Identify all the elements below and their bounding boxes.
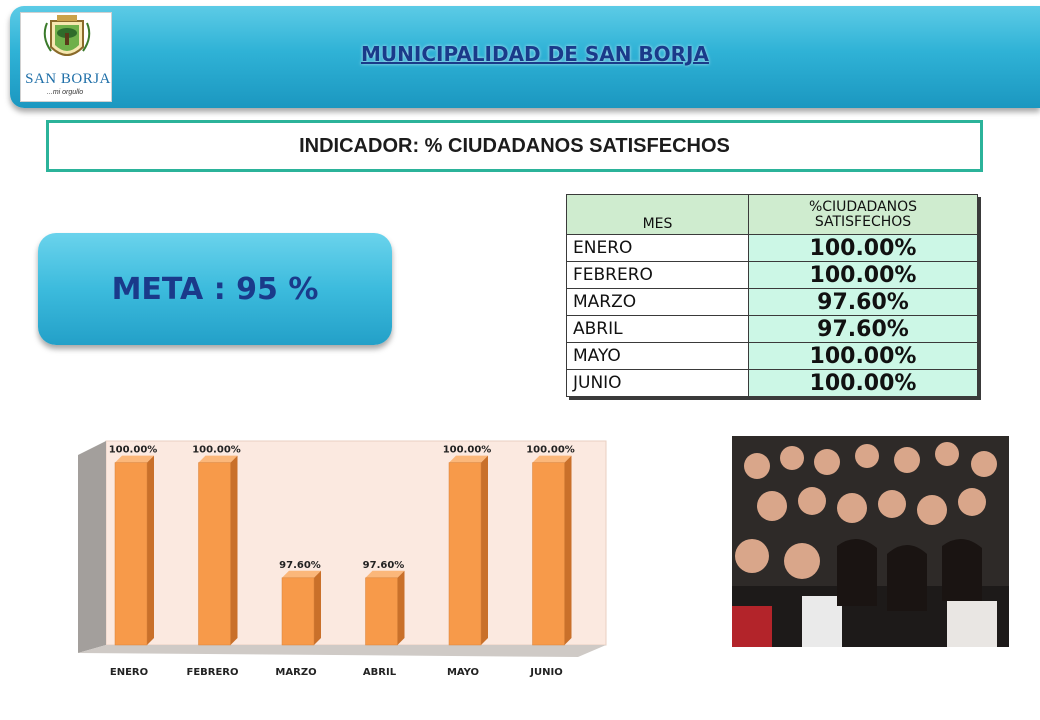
bar-chart-svg: 100.00% ENERO 100.00% FEBRERO 97.60% MARZO 97.… xyxy=(78,440,607,678)
crowd-photo xyxy=(732,436,1009,647)
bar xyxy=(365,577,398,646)
table-cell-mes: ABRIL xyxy=(566,315,749,343)
table-row: MARZO 97.60% xyxy=(566,288,978,316)
table-cell-valor: 97.60% xyxy=(748,288,978,316)
indicator-text: INDICADOR: % CIUDADANOS SATISFECHOS xyxy=(299,134,730,157)
table-row: ABRIL 97.60% xyxy=(566,315,978,343)
table-cell-mes: MAYO xyxy=(566,342,749,370)
data-label: 100.00% xyxy=(443,445,492,456)
table-row: MAYO 100.00% xyxy=(566,342,978,370)
table-cell-mes: FEBRERO xyxy=(566,261,749,289)
x-tick-label: JUNIO xyxy=(529,667,562,678)
table-cell-valor: 100.00% xyxy=(748,234,978,262)
data-label: 97.60% xyxy=(279,560,321,571)
logo-name: SAN BORJA xyxy=(25,71,111,87)
bar-side xyxy=(564,455,572,645)
bar-top xyxy=(282,570,321,578)
bar-side xyxy=(230,455,238,645)
page-title: MUNICIPALIDAD DE SAN BORJA xyxy=(361,42,709,66)
table-header-satisfechos-text: %CIUDADANOS SATISFECHOS xyxy=(808,198,918,230)
header-bar xyxy=(10,6,1040,108)
data-label: 100.00% xyxy=(526,445,575,456)
bar xyxy=(448,462,482,646)
logo: SAN BORJA ...mi orgullo xyxy=(20,12,112,102)
logo-tagline: ...mi orgullo xyxy=(47,89,84,96)
x-tick-label: MAYO xyxy=(447,667,479,678)
data-table: MES %CIUDADANOS SATISFECHOS ENERO 100.00… xyxy=(566,194,978,397)
bar-top xyxy=(449,455,488,463)
bar xyxy=(198,462,231,646)
meta-badge: META : 95 % xyxy=(38,233,392,345)
table-header-mes: MES xyxy=(566,194,749,235)
meta-text: META : 95 % xyxy=(111,271,319,307)
bar-side xyxy=(397,570,405,645)
crest-icon xyxy=(43,15,91,56)
x-tick-label: MARZO xyxy=(275,667,316,678)
indicator-label: INDICADOR: % CIUDADANOS SATISFECHOS xyxy=(46,120,983,172)
table-header-row: MES %CIUDADANOS SATISFECHOS xyxy=(566,194,978,235)
chart-back-wall xyxy=(105,440,607,646)
bar xyxy=(114,462,148,646)
bar-side xyxy=(314,570,321,645)
table-cell-valor: 100.00% xyxy=(748,342,978,370)
bar-top xyxy=(198,455,238,463)
data-label: 97.60% xyxy=(363,560,405,571)
chart-side-wall xyxy=(78,441,106,653)
table-cell-mes: JUNIO xyxy=(566,369,749,397)
table-header-satisfechos: %CIUDADANOS SATISFECHOS xyxy=(748,194,978,235)
bar-top xyxy=(365,570,405,578)
bar-top xyxy=(115,455,154,463)
bar-side xyxy=(147,455,154,645)
bar xyxy=(281,577,315,646)
bar-chart: 100.00% ENERO 100.00% FEBRERO 97.60% MARZO 97.… xyxy=(78,425,618,687)
table-row: JUNIO 100.00% xyxy=(566,369,978,397)
bar xyxy=(532,462,565,646)
table-cell-valor: 100.00% xyxy=(748,261,978,289)
table-cell-valor: 97.60% xyxy=(748,315,978,343)
table-cell-valor: 100.00% xyxy=(748,369,978,397)
bar-side xyxy=(481,455,488,645)
table-cell-mes: MARZO xyxy=(566,288,749,316)
bar-top xyxy=(532,455,572,463)
data-label: 100.00% xyxy=(109,445,158,456)
table-row: FEBRERO 100.00% xyxy=(566,261,978,289)
table-row: ENERO 100.00% xyxy=(566,234,978,262)
chart-floor xyxy=(78,645,606,657)
x-tick-label: FEBRERO xyxy=(186,667,238,678)
data-label: 100.00% xyxy=(192,445,241,456)
x-tick-label: ENERO xyxy=(110,667,148,678)
x-tick-label: ABRIL xyxy=(363,667,397,678)
crowd-photo-icon xyxy=(732,436,1009,647)
table-cell-mes: ENERO xyxy=(566,234,749,262)
